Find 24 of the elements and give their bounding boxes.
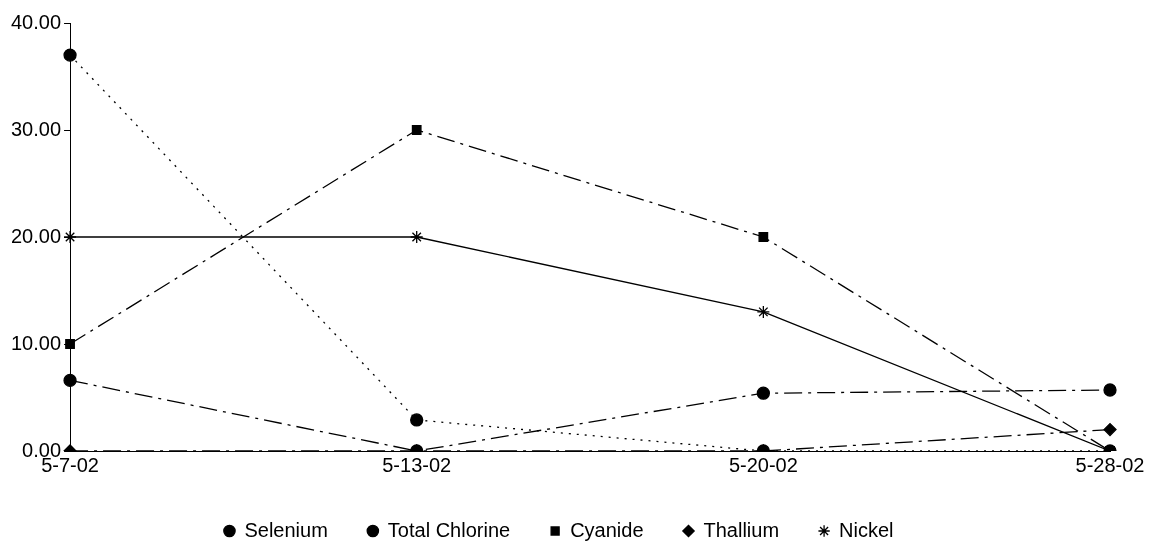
point bbox=[410, 413, 424, 427]
legend-label: Cyanide bbox=[570, 518, 644, 541]
point bbox=[1103, 383, 1117, 397]
point bbox=[411, 125, 422, 135]
x-tick-label: 5-20-02 bbox=[728, 453, 798, 476]
point bbox=[63, 230, 77, 244]
legend-label: Total Chlorine bbox=[387, 518, 511, 541]
point bbox=[63, 373, 77, 388]
legend-label: Nickel bbox=[839, 518, 894, 541]
point bbox=[756, 305, 770, 319]
point bbox=[63, 48, 77, 62]
point bbox=[756, 386, 770, 400]
point bbox=[410, 230, 424, 244]
legend-label: Thallium bbox=[703, 518, 780, 541]
x-tick-label: 5-28-02 bbox=[1075, 453, 1145, 476]
point bbox=[1103, 422, 1117, 437]
y-tick-label: 30.00 bbox=[10, 117, 62, 140]
point bbox=[65, 339, 75, 349]
point bbox=[758, 232, 769, 242]
y-tick-label: 40.00 bbox=[10, 10, 62, 33]
y-tick-label: 20.00 bbox=[10, 224, 62, 247]
y-tick-label: 10.00 bbox=[10, 331, 62, 354]
x-tick-label: 5-13-02 bbox=[382, 453, 452, 476]
legend-label: Selenium bbox=[244, 518, 328, 541]
